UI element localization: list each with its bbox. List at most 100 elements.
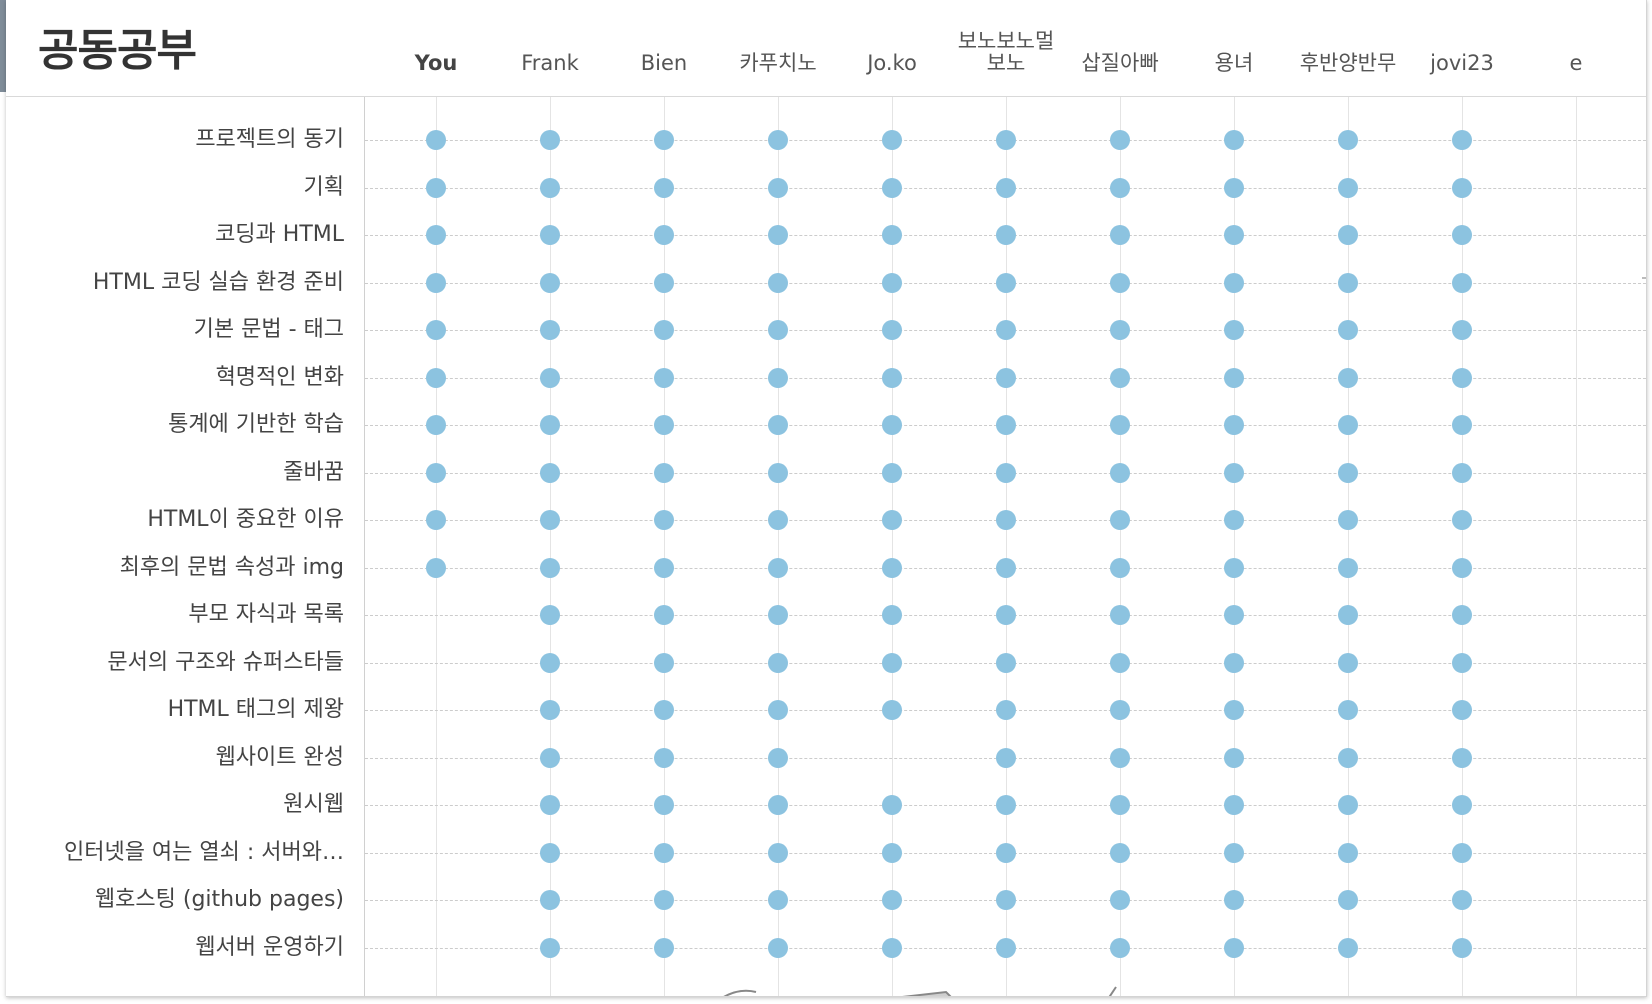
completion-dot[interactable] bbox=[540, 890, 560, 910]
lesson-label[interactable]: 통계에 기반한 학습 bbox=[168, 412, 344, 437]
completion-dot[interactable] bbox=[426, 367, 446, 388]
completion-dot[interactable] bbox=[1224, 367, 1244, 388]
completion-dot[interactable] bbox=[996, 700, 1016, 720]
user-column-header[interactable]: 카푸치노 bbox=[739, 51, 817, 75]
completion-dot[interactable] bbox=[540, 937, 560, 958]
completion-dot[interactable] bbox=[996, 747, 1016, 768]
completion-dot[interactable] bbox=[654, 225, 674, 245]
completion-dot[interactable] bbox=[1110, 890, 1130, 910]
completion-dot[interactable] bbox=[1224, 462, 1244, 483]
completion-dot[interactable] bbox=[1110, 272, 1130, 293]
completion-dot[interactable] bbox=[996, 272, 1016, 293]
completion-dot[interactable] bbox=[654, 652, 674, 673]
completion-dot[interactable] bbox=[996, 320, 1016, 340]
completion-dot[interactable] bbox=[1224, 415, 1244, 435]
completion-dot[interactable] bbox=[882, 557, 902, 578]
completion-dot[interactable] bbox=[882, 795, 902, 815]
completion-dot[interactable] bbox=[540, 557, 560, 578]
completion-dot[interactable] bbox=[768, 415, 788, 435]
completion-dot[interactable] bbox=[1110, 842, 1130, 863]
completion-dot[interactable] bbox=[1110, 700, 1130, 720]
completion-dot[interactable] bbox=[1224, 130, 1244, 150]
completion-dot[interactable] bbox=[540, 225, 560, 245]
completion-dot[interactable] bbox=[882, 415, 902, 435]
completion-dot[interactable] bbox=[1452, 320, 1472, 340]
completion-dot[interactable] bbox=[996, 225, 1016, 245]
completion-dot[interactable] bbox=[540, 842, 560, 863]
lesson-label[interactable]: 프로젝트의 동기 bbox=[195, 127, 344, 152]
completion-dot[interactable] bbox=[1110, 605, 1130, 625]
completion-dot[interactable] bbox=[996, 367, 1016, 388]
completion-dot[interactable] bbox=[768, 462, 788, 483]
completion-dot[interactable] bbox=[1338, 225, 1358, 245]
completion-dot[interactable] bbox=[996, 415, 1016, 435]
completion-dot[interactable] bbox=[768, 652, 788, 673]
completion-dot[interactable] bbox=[1338, 272, 1358, 293]
completion-dot[interactable] bbox=[1452, 557, 1472, 578]
completion-dot[interactable] bbox=[1224, 605, 1244, 625]
completion-dot[interactable] bbox=[1110, 320, 1130, 340]
completion-dot[interactable] bbox=[1224, 510, 1244, 530]
completion-dot[interactable] bbox=[996, 462, 1016, 483]
completion-dot[interactable] bbox=[540, 462, 560, 483]
completion-dot[interactable] bbox=[768, 320, 788, 340]
completion-dot[interactable] bbox=[882, 890, 902, 910]
completion-dot[interactable] bbox=[540, 510, 560, 530]
completion-dot[interactable] bbox=[1452, 462, 1472, 483]
completion-dot[interactable] bbox=[1452, 842, 1472, 863]
completion-dot[interactable] bbox=[654, 842, 674, 863]
completion-dot[interactable] bbox=[882, 652, 902, 673]
user-column-header[interactable]: 보노보노멀 보노 bbox=[957, 29, 1055, 75]
completion-dot[interactable] bbox=[1338, 510, 1358, 530]
completion-dot[interactable] bbox=[1452, 177, 1472, 198]
completion-dot[interactable] bbox=[1110, 177, 1130, 198]
completion-dot[interactable] bbox=[768, 272, 788, 293]
completion-dot[interactable] bbox=[1338, 130, 1358, 150]
completion-dot[interactable] bbox=[540, 130, 560, 150]
completion-dot[interactable] bbox=[768, 747, 788, 768]
user-column-header[interactable]: 후반양반무 bbox=[1299, 51, 1397, 75]
completion-dot[interactable] bbox=[1452, 225, 1472, 245]
lesson-label[interactable]: 최후의 문법 속성과 img bbox=[119, 554, 344, 580]
completion-dot[interactable] bbox=[996, 510, 1016, 530]
lesson-label[interactable]: 문서의 구조와 슈퍼스타들 bbox=[107, 649, 344, 675]
completion-dot[interactable] bbox=[768, 225, 788, 245]
completion-dot[interactable] bbox=[1110, 225, 1130, 245]
completion-dot[interactable] bbox=[540, 320, 560, 340]
completion-dot[interactable] bbox=[540, 177, 560, 198]
completion-dot[interactable] bbox=[1110, 367, 1130, 388]
completion-dot[interactable] bbox=[882, 177, 902, 198]
user-column-header[interactable]: jovi23 bbox=[1430, 51, 1494, 75]
completion-dot[interactable] bbox=[768, 177, 788, 198]
completion-dot[interactable] bbox=[882, 462, 902, 483]
lesson-label[interactable]: 웹호스팅 (github pages) bbox=[94, 887, 344, 912]
completion-dot[interactable] bbox=[1338, 890, 1358, 910]
completion-dot[interactable] bbox=[654, 462, 674, 483]
completion-dot[interactable] bbox=[1110, 462, 1130, 483]
completion-dot[interactable] bbox=[654, 320, 674, 340]
completion-dot[interactable] bbox=[768, 367, 788, 388]
lesson-label[interactable]: 부모 자식과 목록 bbox=[188, 602, 344, 627]
completion-dot[interactable] bbox=[1224, 747, 1244, 768]
completion-dot[interactable] bbox=[1338, 367, 1358, 388]
completion-dot[interactable] bbox=[654, 747, 674, 768]
completion-dot[interactable] bbox=[654, 890, 674, 910]
completion-dot[interactable] bbox=[426, 272, 446, 293]
user-column-header[interactable]: e bbox=[1569, 51, 1583, 75]
completion-dot[interactable] bbox=[882, 367, 902, 388]
completion-dot[interactable] bbox=[996, 557, 1016, 578]
completion-dot[interactable] bbox=[654, 795, 674, 815]
completion-dot[interactable] bbox=[882, 842, 902, 863]
lesson-label[interactable]: 웹사이트 완성 bbox=[215, 744, 344, 770]
completion-dot[interactable] bbox=[882, 700, 902, 720]
completion-dot[interactable] bbox=[768, 700, 788, 720]
completion-dot[interactable] bbox=[654, 130, 674, 150]
completion-dot[interactable] bbox=[540, 700, 560, 720]
user-column-header[interactable]: Bien bbox=[640, 51, 688, 75]
completion-dot[interactable] bbox=[654, 937, 674, 958]
completion-dot[interactable] bbox=[426, 225, 446, 245]
completion-dot[interactable] bbox=[654, 605, 674, 625]
lesson-label[interactable]: 혁명적인 변화 bbox=[215, 364, 344, 390]
completion-dot[interactable] bbox=[540, 272, 560, 293]
user-column-header[interactable]: Jo.ko bbox=[867, 51, 917, 75]
